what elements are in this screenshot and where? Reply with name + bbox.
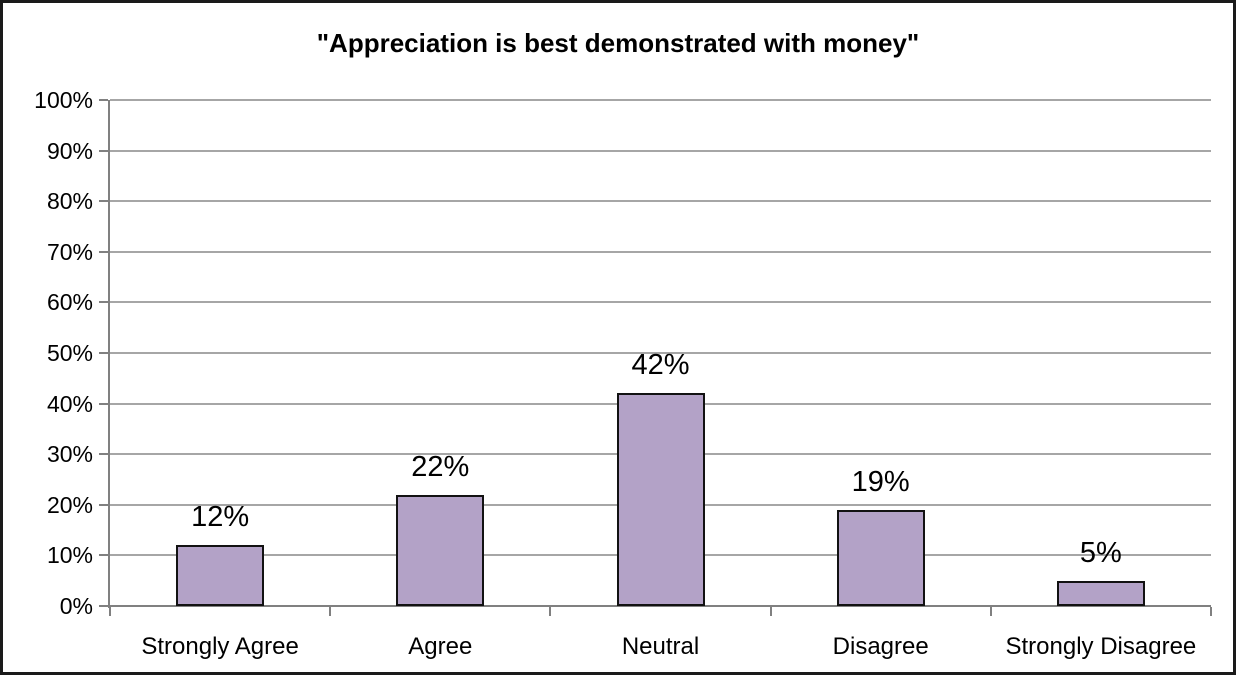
bar-value-label-neutral: 42% — [631, 349, 690, 382]
y-axis-label: 80% — [46, 188, 93, 215]
y-axis-tick — [99, 453, 108, 456]
x-axis-tick — [109, 607, 111, 616]
bar-strongly-disagree — [1056, 580, 1145, 606]
x-axis-tick — [989, 607, 992, 616]
y-axis-tick — [99, 99, 108, 101]
y-axis-tick — [99, 503, 108, 506]
bar-value-label-strongly-disagree: 5% — [1079, 536, 1122, 569]
gridline-60 — [110, 301, 1211, 304]
x-axis-tick — [329, 607, 332, 616]
y-axis-label: 50% — [46, 340, 93, 366]
gridline-70 — [110, 250, 1211, 253]
x-axis-category-label-agree: Agree — [408, 633, 473, 660]
y-axis-label: 70% — [46, 238, 93, 265]
x-axis-category-label-disagree: Disagree — [832, 633, 929, 660]
gridline-50 — [110, 352, 1211, 354]
bar-neutral — [616, 393, 705, 606]
x-axis-tick — [549, 607, 552, 616]
bar-value-label-agree: 22% — [411, 450, 470, 483]
y-axis-tick — [99, 605, 108, 607]
y-axis-tick — [99, 250, 108, 253]
y-axis-label: 30% — [46, 441, 93, 468]
y-axis-tick — [99, 352, 108, 354]
y-axis-label: 20% — [46, 491, 93, 518]
y-axis-label: 100% — [34, 87, 93, 113]
gridline-100 — [110, 99, 1211, 101]
y-axis-tick — [99, 149, 108, 152]
y-axis-tick — [99, 554, 108, 557]
x-axis-category-label-neutral: Neutral — [621, 633, 700, 660]
y-axis-line — [108, 100, 110, 608]
y-axis-label: 40% — [46, 390, 93, 417]
bar-value-label-disagree: 19% — [851, 465, 910, 498]
bar-value-label-strongly-agree: 12% — [191, 501, 250, 534]
x-axis-tick — [769, 607, 772, 616]
bar-strongly-agree — [176, 545, 265, 606]
x-axis-category-label-strongly-disagree: Strongly Disagree — [1005, 633, 1197, 660]
x-axis-line — [108, 605, 1211, 607]
y-axis-label: 10% — [46, 542, 93, 569]
x-axis-category-label-strongly-agree: Strongly Agree — [141, 633, 299, 660]
gridline-90 — [110, 149, 1211, 152]
y-axis-label: 60% — [46, 289, 93, 316]
chart-title: "Appreciation is best demonstrated with … — [316, 28, 920, 58]
y-axis-tick — [99, 200, 108, 203]
bar-disagree — [836, 509, 925, 606]
y-axis-label: 0% — [59, 593, 93, 619]
gridline-80 — [110, 200, 1211, 203]
x-axis-tick — [1210, 607, 1212, 616]
y-axis-tick — [99, 402, 108, 405]
y-axis-label: 90% — [46, 137, 93, 164]
bar-agree — [396, 494, 485, 606]
y-axis-tick — [99, 301, 108, 304]
